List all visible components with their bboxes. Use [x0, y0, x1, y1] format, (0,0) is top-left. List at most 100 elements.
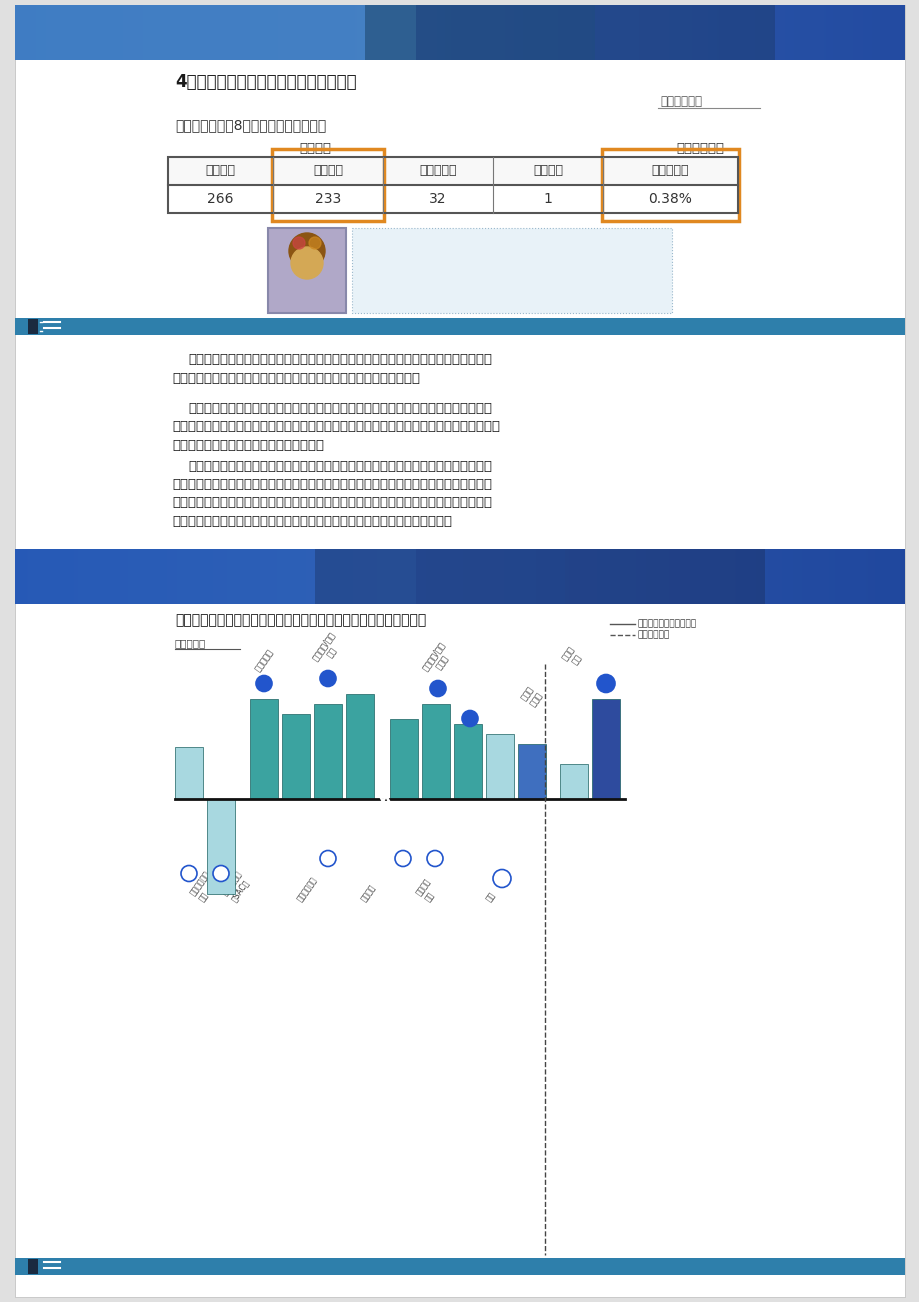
Bar — [217, 548, 218, 604]
Bar — [868, 548, 869, 604]
Bar — [372, 5, 374, 60]
Bar — [831, 5, 832, 60]
Bar — [535, 5, 536, 60]
Bar — [734, 5, 735, 60]
Bar — [664, 5, 665, 60]
Bar — [278, 548, 279, 604]
Bar — [358, 548, 359, 604]
Bar — [94, 5, 95, 60]
Bar — [305, 5, 306, 60]
Bar — [302, 548, 303, 604]
Bar — [748, 5, 749, 60]
Bar — [713, 5, 714, 60]
Bar — [826, 5, 827, 60]
Bar — [55, 5, 56, 60]
Bar — [283, 5, 284, 60]
Bar — [531, 548, 532, 604]
Bar — [300, 548, 301, 604]
Bar — [584, 548, 585, 604]
Bar — [141, 5, 142, 60]
Bar — [516, 548, 517, 604]
Bar — [389, 5, 390, 60]
Bar — [346, 694, 374, 798]
Bar — [381, 548, 382, 604]
Bar — [21, 548, 22, 604]
Bar — [283, 548, 284, 604]
Bar — [324, 548, 325, 604]
Bar — [204, 548, 205, 604]
Bar — [292, 548, 294, 604]
Bar — [351, 548, 352, 604]
Bar — [647, 5, 648, 60]
Bar — [451, 548, 452, 604]
Bar — [620, 5, 621, 60]
Bar — [440, 5, 441, 60]
Bar — [729, 5, 731, 60]
Text: 资源浪费: 资源浪费 — [299, 142, 331, 155]
Bar — [516, 5, 517, 60]
Bar — [687, 5, 688, 60]
Bar — [330, 548, 331, 604]
Bar — [253, 548, 254, 604]
Bar — [818, 5, 819, 60]
Bar — [801, 5, 802, 60]
Bar — [598, 5, 599, 60]
Bar — [84, 5, 85, 60]
Bar — [392, 548, 393, 604]
Bar — [248, 5, 249, 60]
Text: 用户获取成本
（SAC）: 用户获取成本 （SAC） — [221, 870, 253, 904]
Bar — [538, 548, 539, 604]
Bar — [274, 5, 275, 60]
Bar — [540, 5, 541, 60]
Bar — [589, 5, 590, 60]
Bar — [428, 5, 429, 60]
Bar — [591, 698, 619, 798]
Bar — [254, 5, 255, 60]
Bar — [607, 5, 608, 60]
Bar — [774, 548, 775, 604]
Bar — [705, 5, 706, 60]
Bar — [759, 5, 760, 60]
Bar — [244, 548, 245, 604]
Bar — [786, 5, 788, 60]
Bar — [716, 5, 717, 60]
Bar — [318, 5, 319, 60]
Text: Mth
12: Mth 12 — [460, 776, 475, 796]
Bar — [142, 548, 144, 604]
Bar — [789, 548, 790, 604]
Bar — [145, 5, 146, 60]
Bar — [883, 5, 884, 60]
Bar — [875, 548, 876, 604]
Bar — [366, 548, 367, 604]
Bar — [686, 548, 687, 604]
Bar — [780, 5, 781, 60]
Bar — [227, 548, 228, 604]
Bar — [697, 5, 698, 60]
Bar — [532, 548, 533, 604]
Bar — [433, 548, 434, 604]
Bar — [391, 548, 392, 604]
Bar — [606, 548, 607, 604]
Bar — [745, 5, 746, 60]
Bar — [392, 5, 393, 60]
Bar — [251, 5, 252, 60]
Bar — [263, 548, 264, 604]
Bar — [441, 548, 443, 604]
Bar — [58, 548, 59, 604]
Bar — [473, 5, 474, 60]
Bar — [570, 5, 571, 60]
Bar — [795, 548, 796, 604]
Bar — [460, 548, 461, 604]
Bar — [110, 5, 111, 60]
Bar — [313, 703, 342, 798]
Bar — [507, 548, 508, 604]
Bar — [222, 548, 223, 604]
Bar — [680, 5, 681, 60]
Bar — [32, 548, 33, 604]
Bar — [144, 548, 145, 604]
Text: 客户进入移动通信服务直至退出的全部过程均对运营商带来价値影响: 客户进入移动通信服务直至退出的全部过程均对运营商带来价値影响 — [175, 613, 425, 628]
Bar — [878, 548, 879, 604]
Bar — [568, 548, 570, 604]
Bar — [175, 5, 176, 60]
Bar — [117, 548, 118, 604]
